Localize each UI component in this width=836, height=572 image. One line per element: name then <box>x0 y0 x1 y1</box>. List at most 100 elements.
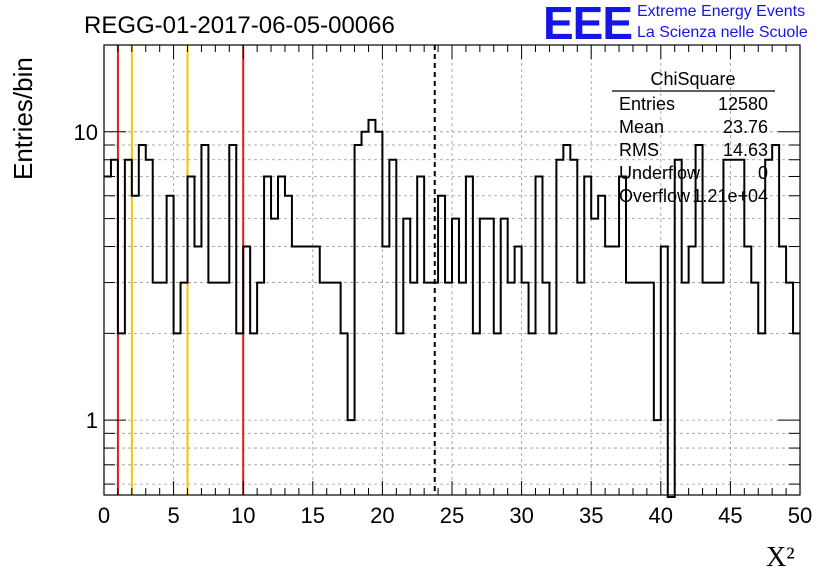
histogram-bin <box>626 283 633 495</box>
histogram-bin <box>793 333 800 495</box>
eee-logo: EEE <box>543 0 633 49</box>
histogram-bin <box>146 160 153 495</box>
histogram-bin <box>153 283 160 495</box>
histogram-bin <box>786 283 793 495</box>
histogram-bin <box>111 160 118 495</box>
histogram-bin <box>765 160 772 495</box>
x-tick-label: 20 <box>370 503 394 528</box>
histogram-bin <box>118 333 125 495</box>
histogram-bin <box>201 145 208 495</box>
histogram-bin <box>480 219 487 495</box>
histogram-bin <box>424 283 431 495</box>
histogram-bin <box>647 283 654 495</box>
histogram-bin <box>229 145 236 495</box>
stats-value: 23.76 <box>723 117 768 137</box>
histogram-bin <box>174 333 181 495</box>
histogram-bin <box>661 247 668 495</box>
histogram-bin <box>389 160 396 495</box>
histogram-bin <box>445 283 452 495</box>
histogram-bin <box>675 160 682 495</box>
histogram-bin <box>640 283 647 495</box>
histogram-bin <box>730 160 737 495</box>
histogram-bin <box>362 132 369 495</box>
histogram-bin <box>236 333 243 495</box>
histogram-bin <box>167 196 174 495</box>
histogram-bin <box>466 176 473 495</box>
x-axis-label: X² <box>766 542 795 572</box>
x-tick-label: 0 <box>98 503 110 528</box>
histogram-bin <box>194 247 201 495</box>
histogram-bin <box>529 333 536 495</box>
histogram-bin <box>744 247 751 495</box>
histogram-bin <box>382 247 389 495</box>
stats-label: Entries <box>619 94 675 114</box>
histogram-bin <box>292 247 299 495</box>
histogram-bin <box>716 283 723 495</box>
histogram-bin <box>355 145 362 495</box>
histogram-bin <box>222 283 229 495</box>
histogram-bin <box>313 247 320 495</box>
x-tick-label: 40 <box>649 503 673 528</box>
stats-value: 0 <box>758 163 768 183</box>
histogram-bin <box>278 176 285 495</box>
histogram-bin <box>522 283 529 495</box>
histogram-bin <box>341 333 348 495</box>
x-tick-label: 45 <box>718 503 742 528</box>
tick-labels: 0 5 10 15 20 25 30 35 40 45 50 1 10 <box>74 120 813 528</box>
histogram-bin <box>494 333 501 495</box>
histogram-bin <box>104 176 111 495</box>
histogram-bin <box>459 283 466 495</box>
histogram-outline <box>104 118 800 498</box>
axis-ticks <box>103 45 801 495</box>
histogram-bin <box>188 176 195 495</box>
histogram-bin <box>417 176 424 495</box>
histogram-bin <box>125 160 132 495</box>
histogram-bin <box>682 283 689 495</box>
histogram-bin <box>403 219 410 495</box>
stats-box: ChiSquare Entries 12580 Mean 23.76 RMS 14.63 U… <box>612 69 775 206</box>
histogram-bin <box>633 283 640 495</box>
histogram-bin <box>584 176 591 495</box>
histogram-bin <box>703 283 710 495</box>
histogram-bin <box>396 333 403 495</box>
histogram-bin <box>577 283 584 495</box>
stats-label: Mean <box>619 117 664 137</box>
histogram-bin <box>160 283 167 495</box>
histogram-bin <box>306 247 313 495</box>
histogram-bin <box>132 196 139 495</box>
histogram-bin <box>508 283 515 495</box>
histogram-bin <box>334 283 341 495</box>
histogram-bin <box>779 247 786 495</box>
histogram-bin <box>243 247 250 495</box>
y-tick-label: 1 <box>86 408 98 433</box>
histogram-bin <box>758 333 765 495</box>
stats-label: Underflow <box>619 163 701 183</box>
histogram-bin <box>438 196 445 495</box>
stats-value: 14.63 <box>723 140 768 160</box>
histogram-bin <box>710 283 717 495</box>
histogram-bin <box>556 160 563 495</box>
stats-title: ChiSquare <box>650 69 735 89</box>
histogram-bin <box>257 283 264 495</box>
y-axis-label: Entries/bin <box>8 57 38 180</box>
histogram-bin <box>250 333 257 495</box>
histogram-bin <box>208 283 215 495</box>
x-tick-label: 10 <box>231 503 255 528</box>
stats-value: 1.21e+04 <box>692 186 768 206</box>
histogram-bin <box>536 176 543 495</box>
histogram-bin <box>737 160 744 495</box>
histogram-bin <box>612 247 619 495</box>
histogram-bin <box>375 132 382 495</box>
histogram-bin <box>570 160 577 495</box>
chart-title: REGG-01-2017-06-05-00066 <box>84 12 395 39</box>
histogram-bin <box>139 145 146 495</box>
x-tick-label: 30 <box>509 503 533 528</box>
histogram-bin <box>723 160 730 495</box>
histogram-bin <box>598 196 605 495</box>
histogram-bin <box>563 145 570 495</box>
stats-label: RMS <box>619 140 659 160</box>
stats-value: 12580 <box>718 94 768 114</box>
histogram-bin <box>452 219 459 495</box>
x-tick-label: 35 <box>579 503 603 528</box>
